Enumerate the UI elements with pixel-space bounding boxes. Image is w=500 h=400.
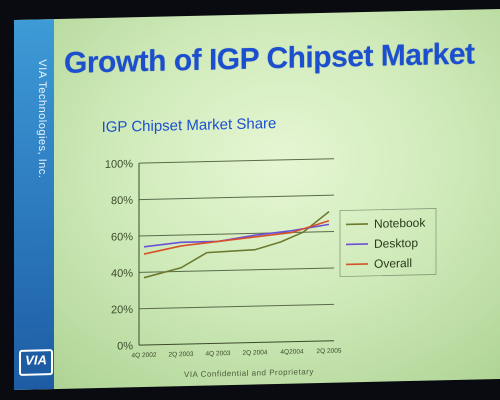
series-line-notebook [143, 211, 330, 279]
chart-title: IGP Chipset Market Share [102, 115, 277, 136]
y-tick-label: 0% [117, 340, 133, 352]
x-tick-label: 4Q 2002 [132, 352, 157, 360]
company-name: VIA Technologies, Inc. [36, 59, 48, 179]
line-chart: IGP Chipset Market Share 0% 20% 40% 60% 80% 1… [102, 115, 437, 360]
x-tick-label: 2Q 2004 [243, 349, 268, 357]
gridline [139, 303, 334, 310]
y-tick-labels: 0% 20% 40% 60% 80% 100% [105, 158, 133, 352]
y-tick-label: 80% [111, 195, 133, 208]
legend-label-overall: Overall [374, 256, 412, 271]
legend-box [339, 208, 437, 278]
series-line-overall [143, 219, 330, 255]
x-tick-labels: 4Q 2002 2Q 2003 4Q 2003 2Q 2004 4Q2004 2Q 200… [132, 348, 342, 360]
sidebar-band: VIA Technologies, Inc. VIA [14, 19, 54, 390]
gridline [139, 231, 334, 237]
y-tick-label: 40% [111, 267, 133, 280]
gridline [139, 267, 334, 273]
x-tick-label: 2Q 2005 [317, 348, 342, 356]
y-tick-label: 100% [105, 158, 133, 171]
x-axis [139, 340, 334, 346]
series-line-desktop [143, 223, 330, 248]
gridline [139, 194, 334, 201]
x-tick-label: 4Q 2003 [206, 350, 231, 358]
series-lines [143, 211, 330, 279]
y-tick-label: 60% [111, 231, 133, 244]
via-logo: VIA [19, 349, 53, 376]
presentation-slide: VIA Technologies, Inc. VIA Growth of IGP… [14, 8, 500, 390]
legend-label-desktop: Desktop [374, 236, 418, 251]
gridline [139, 158, 334, 164]
axes [138, 163, 334, 346]
legend: Notebook Desktop Overall [339, 208, 437, 278]
slide-title: Growth of IGP Chipset Market [64, 37, 475, 80]
gridlines [139, 158, 334, 310]
footer-confidential: VIA Confidential and Proprietary [184, 367, 314, 380]
x-tick-label: 2Q 2003 [169, 351, 194, 359]
legend-label-notebook: Notebook [374, 216, 426, 231]
x-tick-label: 4Q2004 [280, 348, 304, 356]
y-tick-label: 20% [111, 304, 133, 317]
